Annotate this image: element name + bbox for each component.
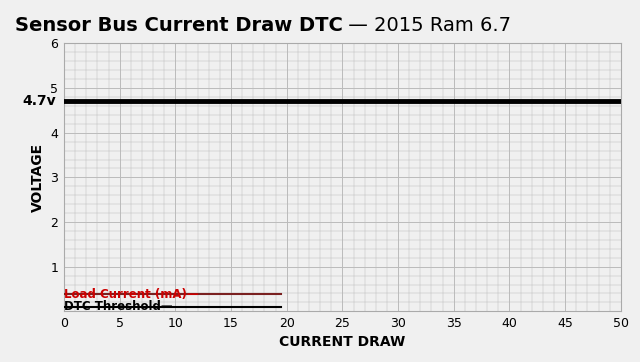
Text: — 2015 Ram 6.7: — 2015 Ram 6.7 — [342, 16, 511, 35]
Y-axis label: VOLTAGE: VOLTAGE — [31, 143, 45, 212]
X-axis label: CURRENT DRAW: CURRENT DRAW — [279, 336, 406, 349]
Text: Load Current (mA)—: Load Current (mA)— — [64, 288, 199, 301]
Text: Sensor Bus Current Draw DTC: Sensor Bus Current Draw DTC — [15, 16, 342, 35]
Text: DTC Threshold—: DTC Threshold— — [64, 300, 173, 313]
Text: 4.7v: 4.7v — [22, 94, 56, 109]
